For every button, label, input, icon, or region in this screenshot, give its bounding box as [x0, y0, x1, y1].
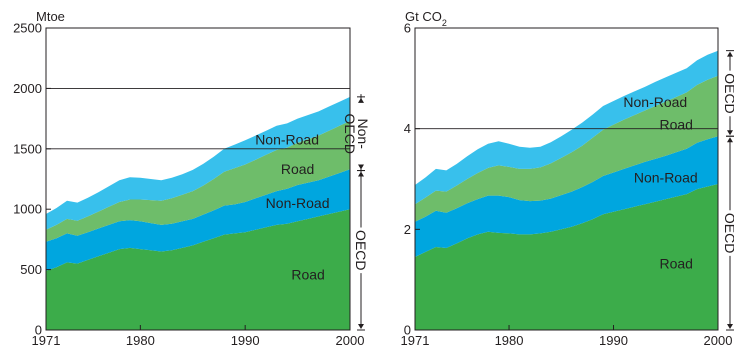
unit-label: Mtoe [36, 9, 65, 24]
area-non_oecd_road [46, 121, 350, 242]
bracket-arrow [727, 324, 733, 329]
y-tick-label: 1000 [13, 202, 42, 217]
y-tick-label: 2000 [13, 81, 42, 96]
series-label-oecd_road: Road [291, 266, 324, 282]
series-label-non_oecd_road: Road [281, 161, 314, 177]
area-non_oecd_nonroad [46, 96, 350, 230]
series-label-oecd_road: Road [659, 255, 692, 271]
series-label-non_oecd_nonroad: Non-Road [623, 94, 687, 110]
bracket-arrow [727, 137, 733, 143]
bracket-arrow [727, 130, 733, 136]
series-label-non_oecd_nonroad: Non-Road [255, 132, 319, 148]
area-oecd_road [415, 184, 718, 330]
x-tick-label: 1990 [599, 333, 628, 348]
plot-frame [414, 27, 719, 331]
bracket-arrow [358, 97, 364, 103]
area-oecd_road [46, 209, 350, 330]
x-tick-label: 1990 [231, 333, 260, 348]
bracket-label-line: OECD [342, 113, 358, 153]
x-tick-label: 1980 [495, 333, 524, 348]
y-tick-label: 0 [35, 323, 42, 338]
area-non_oecd_nonroad [415, 50, 718, 205]
x-tick-label: 2000 [704, 333, 733, 348]
y-tick-label: 4 [404, 121, 411, 136]
y-tick-label: 2500 [13, 21, 42, 36]
bracket-label: OECD [722, 73, 734, 113]
series-label-non_oecd_road: Road [659, 117, 692, 133]
y-tick-label: 6 [404, 21, 411, 36]
x-tick-label: 1971 [32, 333, 61, 348]
y-tick-label: 1500 [13, 141, 42, 156]
x-tick-label: 1971 [401, 333, 430, 348]
bracket-arrow [358, 164, 364, 170]
y-tick-label: 2 [404, 222, 411, 237]
bracket-arrow [358, 324, 364, 329]
plot-frame [45, 27, 351, 331]
x-tick-label: 2000 [336, 333, 365, 348]
y-tick-label: 0 [404, 323, 411, 338]
area-non_oecd_road [415, 75, 718, 222]
y-tick-label: 500 [20, 262, 42, 277]
area-oecd_nonroad [46, 169, 350, 271]
series-label-oecd_nonroad: Non-Road [634, 169, 698, 185]
unit-subscript: 2 [442, 18, 447, 28]
area-oecd_nonroad [415, 136, 718, 257]
bracket-label: OECD [353, 230, 369, 270]
unit-label: Gt CO2 [405, 9, 447, 28]
bracket-label: OECD [722, 213, 734, 253]
x-tick-label: 1980 [126, 333, 155, 348]
bracket-arrow [727, 51, 733, 57]
bracket-label: Non-OECD [342, 113, 371, 153]
bracket-arrow [358, 171, 364, 177]
series-label-oecd_nonroad: Non-Road [266, 195, 330, 211]
energy-chart: 0 500 1000 1500 2000 2500 1971 1980 1990 2000 Mtoe… [13, 9, 371, 348]
co2-chart: 0 2 4 6 1971 1980 1990 2000 Gt CO2 Road Non-Road Ro… [401, 9, 734, 348]
bracket-label-line: Non- [355, 119, 371, 150]
